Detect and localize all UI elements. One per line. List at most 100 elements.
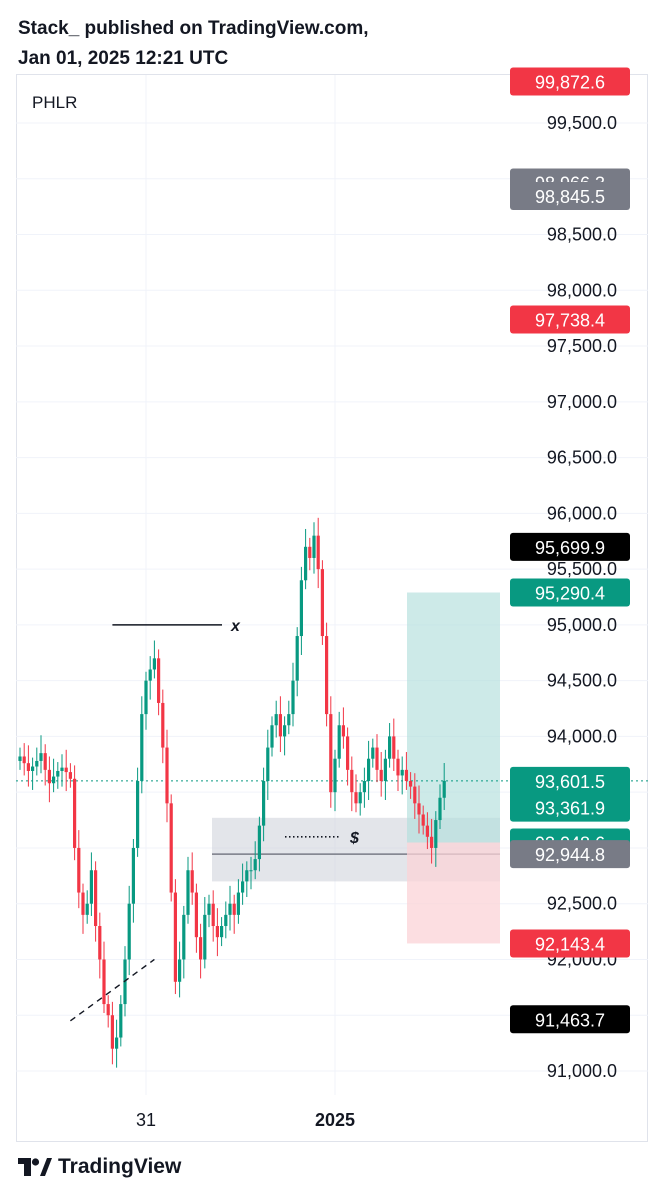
candle-body [148,669,152,681]
price-label-text: 97,738.4 [535,310,605,330]
candle-body [236,892,240,915]
price-label-badge [510,929,630,958]
y-tick-label: 97,000.0 [547,392,617,412]
chart-frame [16,74,648,1142]
candle-body [375,747,379,770]
candle-body [215,926,219,938]
y-tick-label: 96,500.0 [547,448,617,468]
y-tick-label: 91,000.0 [547,1061,617,1081]
candle-body [140,714,144,782]
candle-body [362,781,366,793]
price-label-badge [510,793,630,822]
price-label-text: 95,290.4 [535,583,605,603]
candle-body [291,680,295,715]
candle-body [442,780,446,798]
candle-body [220,926,224,938]
tradingview-logo-icon [18,1158,52,1176]
candle-body [35,760,39,767]
price-label-text: 93,361.9 [535,799,605,819]
candle-body [81,892,85,915]
y-tick-label: 98,000.0 [547,280,617,300]
candle-body [60,767,64,771]
candle-body [257,825,261,860]
price-label-text: 98,845.5 [535,187,605,207]
candle-body [89,870,93,904]
candle-body [115,1037,119,1049]
candle-body [262,781,266,826]
price-label-badge [510,67,630,96]
candle-body [249,870,253,872]
candle-body [31,766,35,771]
candle-body [367,758,371,782]
candle-body [26,763,30,771]
price-label-text: 92,143.4 [535,934,605,954]
candle-body [22,756,26,764]
price-label-badge [510,181,630,210]
price-label-badge [510,305,630,334]
candle-body [400,769,404,776]
price-label-text: 93,601.5 [535,772,605,792]
candle-body [157,658,161,703]
y-tick-label: 98,500.0 [547,225,617,245]
candle-body [245,870,249,882]
candle-body [232,903,236,915]
candle-body [383,758,387,782]
price-label-badge [510,1005,630,1034]
candle-body [186,870,190,915]
publish-info: Stack_ published on TradingView.com, [18,18,369,39]
candle-body [295,636,299,681]
candle-body [308,546,312,558]
candle-body [333,758,337,793]
candle-body [329,714,333,793]
candle-body [127,903,131,960]
candle-body [64,767,68,773]
price-label-text: 92,944.8 [535,845,605,865]
candle-body [425,825,429,837]
candle-body [299,580,303,637]
candle-body [404,769,408,782]
y-tick-label: 95,500.0 [547,559,617,579]
candle-body [438,797,442,821]
footer-brand: TradingView [18,1155,181,1179]
candle-body [228,903,232,915]
candle-body [430,836,434,848]
candle-body [211,903,215,927]
candle-body [102,959,106,1005]
candle-body [396,758,400,776]
candle-body [68,772,72,779]
candle-body [173,892,177,982]
candle-body [169,803,173,893]
candle-body [316,535,320,570]
target-zone[interactable] [407,592,500,843]
candle-body [409,781,413,787]
candle-body [283,725,287,737]
price-label-badge [510,578,630,607]
candle-body [253,859,257,871]
candle-body [417,803,421,815]
candle-body [346,736,350,770]
candle-body [266,747,270,782]
candle-body [43,753,47,770]
candle-body [203,914,207,960]
candle-body [39,753,43,761]
candle-body [56,770,60,777]
candle-body [94,870,98,927]
candle-body [47,769,51,784]
candle-body [165,747,169,804]
stop-zone[interactable] [407,842,500,944]
candle-body [278,714,282,737]
candle-body [270,725,274,748]
candle-body [207,903,211,915]
x-tick-label: 31 [136,1110,156,1130]
candle-body [136,781,140,848]
candle-body [241,881,245,893]
candle-body [119,1004,123,1038]
candle-body [434,820,438,848]
price-label-text: 91,463.7 [535,1010,605,1030]
candle-body [131,847,135,904]
candle-body [392,736,396,759]
y-tick-label: 94,000.0 [547,726,617,746]
candle-body [106,1004,110,1016]
candle-body [224,914,228,927]
